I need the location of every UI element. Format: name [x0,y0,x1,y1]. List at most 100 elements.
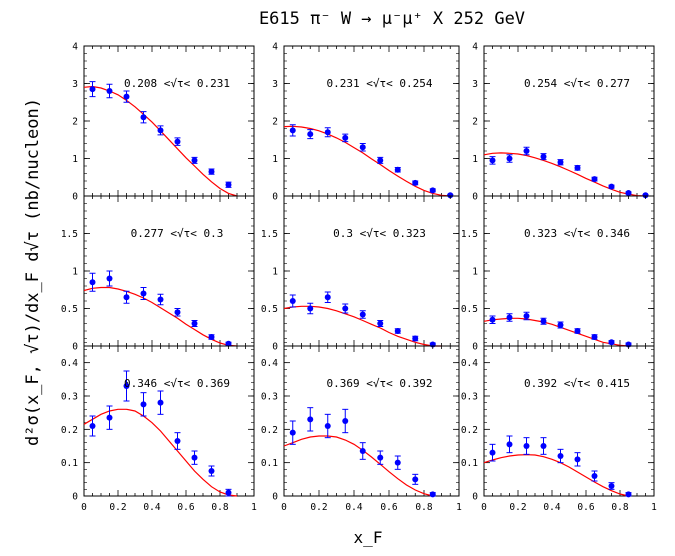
panel-4-data-point [191,320,198,327]
panel-6-data-point [506,314,513,321]
panel-3-data-point [574,164,581,171]
panel-2-data-point [324,129,331,136]
panel-7-x-tick-label: 0.2 [109,502,126,513]
y-axis-label: d²σ(x_F, √τ)/dx_F d√τ (nb/nucleon) [23,98,43,446]
panel-7-x-tick-label: 0.4 [143,502,160,513]
panel-3-data-point [591,176,598,183]
panel-3-y-tick-label: 3 [472,79,478,90]
panel-5-data-point [377,320,384,327]
panel-5-data-point [359,311,366,318]
panel-7-y-tick-label: 0.4 [61,358,78,369]
panel-2-data-point [289,127,296,134]
panel-7-label: 0.346 <√τ< 0.369 [124,377,230,390]
panel-1-label: 0.208 <√τ< 0.231 [124,77,230,90]
panel-8-fit-curve [283,435,433,497]
panel-3-data-point [489,157,496,164]
panel-9-label: 0.392 <√τ< 0.415 [524,377,630,390]
panel-8-data-point [359,448,366,454]
panel-4-data-point [106,275,113,282]
panel-5-y-tick-label: 0 [272,342,278,353]
panel-7-x-tick-label: 0 [81,502,87,513]
panel-3-y-tick-label: 2 [472,117,478,128]
panel-6-frame [483,195,655,347]
panel-1-y-tick-label: 0 [72,192,78,203]
panel-9-x-tick-label: 0.8 [611,502,628,513]
panel-5-label: 0.3 <√τ< 0.323 [333,227,426,240]
panel-3-data-point [540,153,547,160]
panel-2-data-point [429,187,436,194]
panel-9-data-point [574,456,581,463]
panel-4-y-tick-label: 0 [72,342,78,353]
panel-8-data-point [324,423,331,429]
panel-9-x-tick-label: 0.4 [543,502,560,513]
panel-2-fit-curve [283,125,451,197]
panel-5-y-tick-label: 1 [272,267,278,278]
panel-5-data-point [342,305,349,312]
panel-3-data-point [506,155,513,162]
panel-6-y-tick-label: 1 [472,267,478,278]
panel-1-data-point [89,86,96,93]
panel-7-fit-curve [83,408,238,497]
panel-4-y-tick-label: 1.5 [61,229,78,240]
panel-8-y-tick-label: 0.3 [261,392,278,403]
panel-1-y-tick-label: 2 [72,117,78,128]
panel-8-data-point [342,418,349,424]
panel-9-x-tick-label: 0.6 [577,502,594,513]
panel-7-data-point [191,454,198,461]
panel-5-y-tick-label: 1.5 [261,229,278,240]
panel-7-y-tick-label: 0 [72,492,78,503]
panel-1-data-point [140,114,147,121]
panel-8-data-point [394,459,401,466]
panel-2-y-tick-label: 0 [272,192,278,203]
panel-3-data-point [625,190,632,196]
panel-2-y-tick-label: 1 [272,154,278,165]
panel-5-data-point [307,305,314,312]
panel-9-fit-curve [483,454,629,497]
panel-8-x-tick-label: 0.6 [380,502,397,513]
panel-9-frame [483,345,655,497]
panel-5-frame [283,195,460,347]
panel-9-data-point [557,453,564,459]
panel-2-data-point [377,157,384,164]
panel-1-data-point [191,157,198,164]
panel-6-data-point [591,334,598,340]
panel-9-data-point [591,473,598,479]
panel-8-data-point [429,491,436,498]
panel-7-data-point [123,383,130,389]
panel-1-frame [83,45,255,197]
panel-7-x-tick-label: 0.8 [211,502,228,513]
panel-8-x-tick-label: 0.2 [310,502,327,513]
panel-8-y-tick-label: 0 [272,492,278,503]
panel-8-data-point [377,454,384,461]
panel-3-fit-curve [483,152,646,197]
panel-3-label: 0.254 <√τ< 0.277 [524,77,630,90]
panel-1-data-point [157,127,164,134]
panel-2-data-point [412,179,419,186]
panel-8-data-point [289,429,296,436]
panel-6-data-point [523,313,530,319]
panel-8-x-tick-label: 1 [456,502,462,513]
panel-9-data-point [489,449,496,456]
panel-8-x-tick-label: 0.8 [415,502,432,513]
panel-6-y-tick-label: 0.5 [461,304,478,315]
panel-7-y-tick-label: 0.3 [61,392,78,403]
panel-4-data-point [123,294,130,301]
panel-7-data-point [225,489,232,496]
panel-1-data-point [106,88,113,94]
panel-7-x-tick-label: 1 [251,502,257,513]
panel-1-y-tick-label: 4 [72,42,78,53]
panel-1-data-point [123,93,130,100]
panel-6-data-point [608,339,615,346]
panel-2-y-tick-label: 4 [272,42,278,53]
panel-5-data-point [324,294,331,301]
panel-1-y-tick-label: 3 [72,79,78,90]
panel-8-data-point [412,476,419,483]
panel-4-y-tick-label: 1 [72,267,78,278]
panel-7-data-point [140,401,147,408]
panel-4-data-point [140,290,147,297]
x-axis-label: x_F [354,528,383,547]
panel-3-y-tick-label: 0 [472,192,478,203]
